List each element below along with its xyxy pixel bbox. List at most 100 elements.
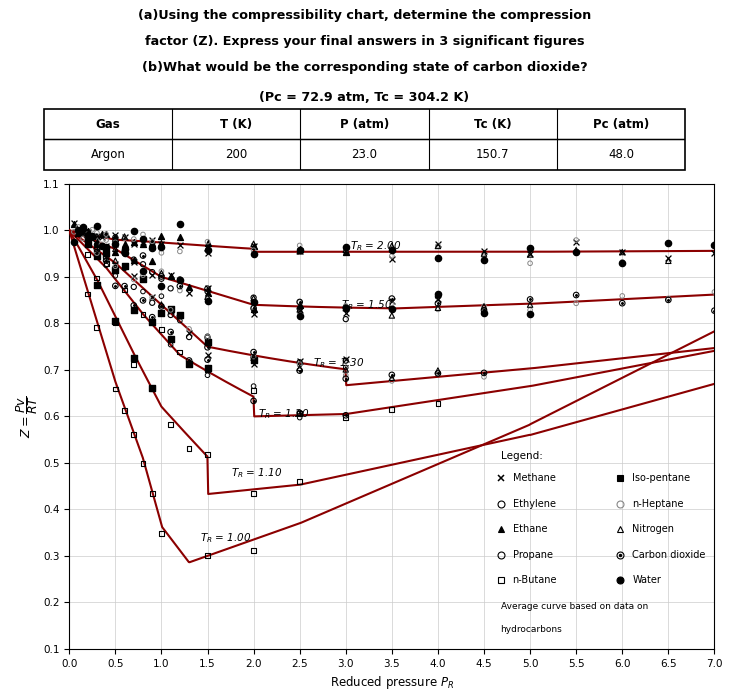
Point (91, 244, 103, 255)
Text: $T_R$ = 1.20: $T_R$ = 1.20 (258, 407, 310, 421)
Point (109, 230, 121, 241)
Point (340, 246, 351, 257)
Point (570, 244, 582, 255)
Point (101, 240, 112, 251)
Point (165, 270, 176, 281)
Point (82, 235, 93, 246)
Point (248, 303, 260, 314)
Point (82, 232, 93, 243)
Point (248, 248, 260, 260)
Point (91, 237, 103, 248)
Point (109, 259, 121, 270)
Point (432, 398, 444, 409)
Point (340, 364, 351, 375)
Point (386, 310, 397, 321)
Point (294, 299, 305, 310)
Point (137, 229, 149, 240)
Point (524, 257, 536, 269)
Point (109, 246, 121, 257)
Point (432, 365, 444, 376)
Point (165, 339, 176, 350)
Point (617, 246, 628, 257)
Point (248, 346, 260, 357)
Point (95, 228, 107, 239)
Point (109, 232, 121, 243)
Point (524, 294, 536, 305)
Point (128, 353, 139, 364)
Text: Argon: Argon (90, 149, 125, 161)
Text: Ethylene: Ethylene (512, 498, 555, 509)
Point (155, 237, 167, 248)
Point (709, 287, 720, 298)
Point (202, 247, 214, 258)
Text: Methane: Methane (512, 473, 555, 483)
Point (478, 367, 490, 378)
Point (95, 240, 107, 251)
Point (386, 245, 397, 256)
Point (174, 311, 186, 322)
Point (386, 253, 397, 264)
Point (432, 368, 444, 379)
Point (109, 264, 121, 276)
Point (68, 226, 79, 237)
Point (91, 273, 103, 284)
Point (174, 311, 186, 322)
Point (340, 303, 351, 314)
Point (294, 296, 305, 307)
Point (109, 255, 121, 266)
Point (663, 253, 674, 264)
Point (82, 239, 93, 250)
Point (119, 232, 130, 244)
Point (82, 230, 93, 241)
Point (294, 362, 305, 373)
Point (147, 242, 158, 253)
Point (109, 263, 121, 274)
Point (202, 349, 214, 360)
Point (147, 269, 158, 280)
Point (202, 283, 214, 294)
Point (137, 273, 149, 285)
Point (340, 301, 351, 312)
Text: Water: Water (632, 575, 661, 585)
Text: $T_R$ = 1.50: $T_R$ = 1.50 (341, 298, 393, 312)
Point (617, 298, 628, 309)
Point (91, 322, 103, 333)
Point (128, 281, 139, 292)
Text: Gas: Gas (95, 118, 120, 130)
Point (202, 370, 214, 381)
Text: $T_R$ = 1.30: $T_R$ = 1.30 (313, 356, 365, 370)
Point (128, 270, 139, 281)
Point (524, 305, 536, 316)
Point (183, 443, 195, 455)
Point (101, 258, 112, 269)
Point (109, 244, 121, 255)
Point (386, 296, 397, 307)
Point (340, 314, 351, 325)
Point (119, 405, 130, 416)
Point (340, 355, 351, 366)
Point (340, 412, 351, 423)
Point (709, 239, 720, 250)
Point (386, 293, 397, 304)
Point (128, 274, 139, 285)
Point (294, 407, 305, 418)
Point (147, 266, 158, 278)
Point (77, 226, 89, 237)
Point (165, 283, 176, 294)
Point (617, 257, 628, 269)
Point (101, 252, 112, 263)
Point (294, 408, 305, 419)
Point (155, 231, 167, 242)
Point (137, 250, 149, 261)
Point (77, 228, 89, 239)
Point (202, 283, 214, 294)
Point (128, 233, 139, 244)
Point (119, 280, 130, 291)
Point (109, 232, 121, 244)
Point (248, 396, 260, 407)
Point (524, 294, 536, 305)
Point (183, 355, 195, 366)
Point (155, 271, 167, 282)
Point (202, 341, 214, 353)
Point (248, 396, 260, 407)
